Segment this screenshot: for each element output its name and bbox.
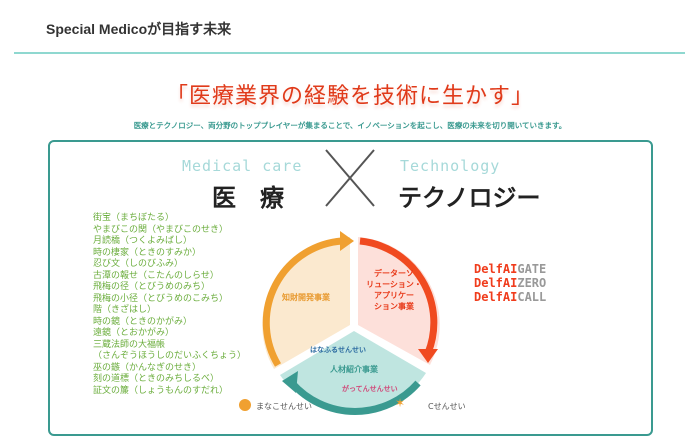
business-cycle-diagram — [262, 231, 440, 415]
ip-arrow — [262, 237, 343, 367]
delfai-call-logo: DelfAICALL — [474, 290, 547, 304]
list-item: 証文の簾（しょうもんのすだれ） — [93, 385, 229, 396]
technology-en-label: Technology — [400, 157, 501, 175]
list-item: 古潭の報せ（こたんのしらせ） — [93, 270, 219, 281]
data-segment — [358, 237, 440, 365]
c-sensei-logo-icon: ✶ — [395, 396, 406, 410]
manako-logo-icon — [239, 399, 251, 411]
technology-label: テクノロジー — [398, 184, 541, 212]
medical-care-label: Medical care — [182, 157, 303, 175]
manako-brand: まなこせんせい — [256, 402, 312, 411]
data-label-line: ション事業 — [374, 302, 414, 311]
list-item: 階（きざはし） — [93, 305, 157, 315]
ip-arrowhead — [340, 231, 354, 251]
list-item: 遠鏡（とおかがみ） — [93, 328, 175, 338]
list-item: 忍び文（しのびふみ） — [93, 259, 184, 269]
list-item: 三蔵法師の大福帳 — [93, 339, 166, 350]
delfai-products: DelfAIGATE DelfAIZERO DelfAICALL — [474, 262, 546, 304]
list-item: 時の鏡（ときのかがみ） — [93, 316, 193, 327]
delfai-zero-logo: DelfAIZERO — [474, 276, 547, 290]
headline: 「医療業界の経験を技術に生かす」 — [165, 84, 534, 109]
hr-segment — [280, 331, 426, 413]
subtitle: 医療とテクノロジー、両分野のトッププレイヤーが集まることで、イノベーションを起こ… — [133, 121, 567, 130]
hr-arrow — [289, 380, 421, 415]
list-item: 飛梅の小径（とびうめのこみち） — [93, 293, 229, 304]
data-label-line: アプリケー — [374, 291, 414, 300]
hr-label: 人材紹介事業 — [330, 365, 378, 374]
divider — [14, 52, 685, 54]
data-label-line: データーソ — [374, 269, 414, 278]
product-list: 街宝（まちぼたる） やまびこの関（やまびこのせき） 月読橋（つくよみばし） 時の… — [93, 213, 246, 397]
list-item: 時の棲家（ときのすみか） — [93, 247, 202, 258]
data-label-line: リューション・ — [366, 280, 422, 289]
list-item: 飛梅の径（とびうめのみち） — [93, 282, 211, 292]
data-arrowhead — [418, 349, 438, 363]
hr-arrowhead — [282, 371, 298, 393]
gatten-brand: がってんせんせい — [342, 385, 398, 393]
data-label: データーソ リューション・ アプリケー ション事業 — [364, 268, 424, 312]
page-title: Special Medicoが目指す未来 — [46, 21, 232, 37]
cross-icon — [325, 149, 375, 207]
hanafuru-brand: はなふるせんせい — [310, 346, 366, 354]
medical-label: 医 療 — [212, 184, 284, 212]
delfai-gate-logo: DelfAIGATE — [474, 262, 547, 276]
list-item: （さんぞうほうしのだいふくちょう） — [93, 351, 247, 361]
c-sensei-brand: Cせんせい — [428, 402, 466, 411]
list-item: 刻の道標（ときのみちしるべ） — [93, 374, 220, 384]
list-item: 街宝（まちぼたる） — [93, 213, 175, 223]
ip-label: 知財開発事業 — [282, 293, 330, 302]
list-item: やまびこの関（やまびこのせき） — [93, 224, 229, 235]
data-arrow — [359, 237, 438, 355]
list-item: 月読橋（つくよみばし） — [93, 236, 193, 246]
list-item: 巫の鏃（かんなぎのせき） — [93, 362, 202, 373]
